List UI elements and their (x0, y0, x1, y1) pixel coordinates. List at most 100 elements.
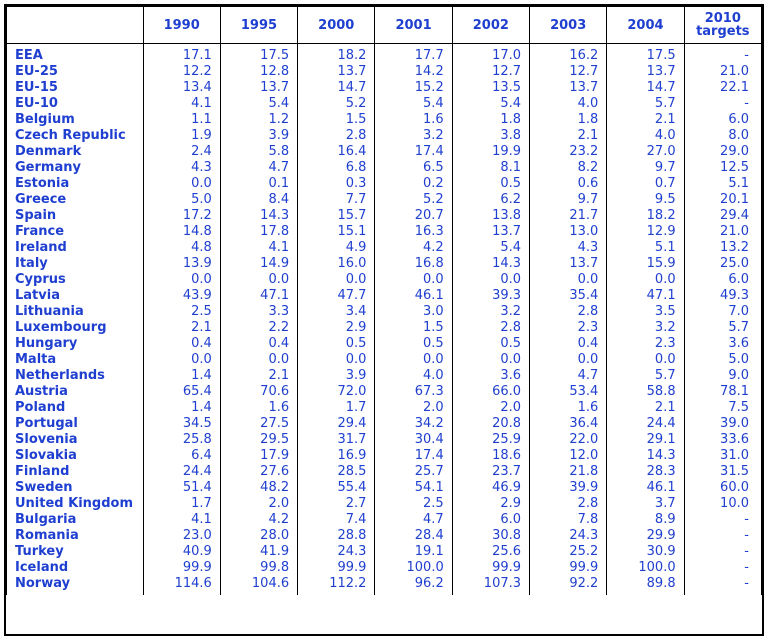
table-row: Greece 5.0 8.4 7.7 5.2 6.2 9.7 9.5 20.1 (6, 192, 763, 208)
value-cell-2001: 25.7 (374, 464, 453, 480)
corner-header-cell (6, 6, 144, 44)
value-cell-2004: 30.9 (606, 544, 685, 560)
value-cell-2000: 4.9 (297, 240, 376, 256)
value-cell-2000: 6.8 (297, 160, 376, 176)
value-cell-2000: 16.9 (297, 448, 376, 464)
target-cell: 31.0 (683, 448, 763, 464)
value-cell-1990: 0.4 (142, 336, 221, 352)
table-row: Turkey 40.9 41.9 24.3 19.1 25.6 25.2 30.9- (6, 544, 763, 560)
value-cell-1995: 12.8 (219, 64, 299, 80)
table-row: Cyprus 0.0 0.0 0.0 0.0 0.0 0.0 0.0 6.0 (6, 272, 763, 288)
value-cell-1990: 40.9 (142, 544, 221, 560)
value-cell-1995: 2.0 (219, 496, 299, 512)
year-header-2001: 2001 (374, 6, 453, 44)
year-header-2000: 2000 (297, 6, 376, 44)
value-cell-2000: 29.4 (297, 416, 376, 432)
value-cell-2002: 5.4 (451, 96, 531, 112)
value-cell-2004: 89.8 (606, 576, 685, 595)
value-cell-2004: 0.0 (606, 272, 685, 288)
row-label: Iceland (6, 560, 144, 576)
table-row: Spain 17.2 14.3 15.7 20.7 13.8 21.7 18.2 29.4 (6, 208, 763, 224)
target-cell: - (683, 576, 763, 595)
target-cell: 78.1 (683, 384, 763, 400)
value-cell-2003: 0.6 (529, 176, 608, 192)
value-cell-1995: 3.3 (219, 304, 299, 320)
value-cell-1995: 70.6 (219, 384, 299, 400)
table-row: Hungary 0.4 0.4 0.5 0.5 0.5 0.4 2.3 3.6 (6, 336, 763, 352)
value-cell-2001: 14.2 (374, 64, 453, 80)
year-header-2004: 2004 (606, 6, 685, 44)
value-cell-1995: 14.9 (219, 256, 299, 272)
table-row: Portugal 34.5 27.5 29.4 34.2 20.8 36.4 24.4 39.0 (6, 416, 763, 432)
table-row: Czech Republic 1.9 3.9 2.8 3.2 3.8 2.1 4.0 8.0 (6, 128, 763, 144)
value-cell-2003: 39.9 (529, 480, 608, 496)
target-cell: 60.0 (683, 480, 763, 496)
target-cell: - (683, 43, 763, 64)
value-cell-2004: 5.7 (606, 368, 685, 384)
row-label: Ireland (6, 240, 144, 256)
target-cell: 7.5 (683, 400, 763, 416)
value-cell-1990: 0.0 (142, 176, 221, 192)
table-row: EU-10 4.1 5.4 5.2 5.4 5.4 4.0 5.7- (6, 96, 763, 112)
value-cell-2002: 0.5 (451, 176, 531, 192)
target-cell: - (683, 528, 763, 544)
row-label: Finland (6, 464, 144, 480)
value-cell-2002: 20.8 (451, 416, 531, 432)
table-row: Sweden 51.4 48.2 55.4 54.1 46.9 39.9 46.1 60.0 (6, 480, 763, 496)
value-cell-1990: 2.4 (142, 144, 221, 160)
value-cell-2000: 16.0 (297, 256, 376, 272)
value-cell-2002: 5.4 (451, 240, 531, 256)
value-cell-1995: 4.1 (219, 240, 299, 256)
value-cell-2001: 15.2 (374, 80, 453, 96)
value-cell-1995: 27.5 (219, 416, 299, 432)
value-cell-2000: 28.5 (297, 464, 376, 480)
table-row: Lithuania 2.5 3.3 3.4 3.0 3.2 2.8 3.5 7.0 (6, 304, 763, 320)
value-cell-2001: 4.2 (374, 240, 453, 256)
row-label: Norway (6, 576, 144, 595)
data-table-container: 1990 1995 2000 2001 2002 2003 2004 2010 … (4, 4, 764, 636)
value-cell-2004: 12.9 (606, 224, 685, 240)
value-cell-2004: 0.0 (606, 352, 685, 368)
row-label: Belgium (6, 112, 144, 128)
value-cell-1995: 5.4 (219, 96, 299, 112)
value-cell-1995: 104.6 (219, 576, 299, 595)
row-label: Portugal (6, 416, 144, 432)
value-cell-2004: 3.2 (606, 320, 685, 336)
value-cell-2000: 15.7 (297, 208, 376, 224)
value-cell-2001: 5.4 (374, 96, 453, 112)
value-cell-2003: 12.7 (529, 64, 608, 80)
year-header-2002: 2002 (451, 6, 531, 44)
value-cell-2001: 17.4 (374, 448, 453, 464)
target-cell: 22.1 (683, 80, 763, 96)
value-cell-2000: 7.4 (297, 512, 376, 528)
value-cell-2002: 13.7 (451, 224, 531, 240)
row-label: Turkey (6, 544, 144, 560)
value-cell-2001: 5.2 (374, 192, 453, 208)
table-row: EU-25 12.2 12.8 13.7 14.2 12.7 12.7 13.7 21.0 (6, 64, 763, 80)
value-cell-1990: 43.9 (142, 288, 221, 304)
value-cell-1995: 2.2 (219, 320, 299, 336)
value-cell-1995: 29.5 (219, 432, 299, 448)
value-cell-1995: 0.0 (219, 272, 299, 288)
value-cell-1990: 1.4 (142, 400, 221, 416)
value-cell-2002: 2.9 (451, 496, 531, 512)
value-cell-1995: 4.2 (219, 512, 299, 528)
value-cell-2002: 3.2 (451, 304, 531, 320)
value-cell-2001: 96.2 (374, 576, 453, 595)
value-cell-1995: 17.9 (219, 448, 299, 464)
value-cell-1995: 0.4 (219, 336, 299, 352)
value-cell-2000: 1.5 (297, 112, 376, 128)
table-row: Norway 114.6 104.6 112.2 96.2 107.3 92.2 89.8- (6, 576, 763, 595)
table-row: Austria 65.4 70.6 72.0 67.3 66.0 53.4 58.8 78.1 (6, 384, 763, 400)
value-cell-1995: 0.0 (219, 352, 299, 368)
value-cell-2001: 3.0 (374, 304, 453, 320)
value-cell-2002: 25.9 (451, 432, 531, 448)
value-cell-2004: 3.5 (606, 304, 685, 320)
target-cell: 6.0 (683, 272, 763, 288)
value-cell-2002: 2.0 (451, 400, 531, 416)
value-cell-2000: 112.2 (297, 576, 376, 595)
value-cell-2003: 2.3 (529, 320, 608, 336)
row-label: Malta (6, 352, 144, 368)
value-cell-2003: 99.9 (529, 560, 608, 576)
value-cell-1990: 4.1 (142, 96, 221, 112)
